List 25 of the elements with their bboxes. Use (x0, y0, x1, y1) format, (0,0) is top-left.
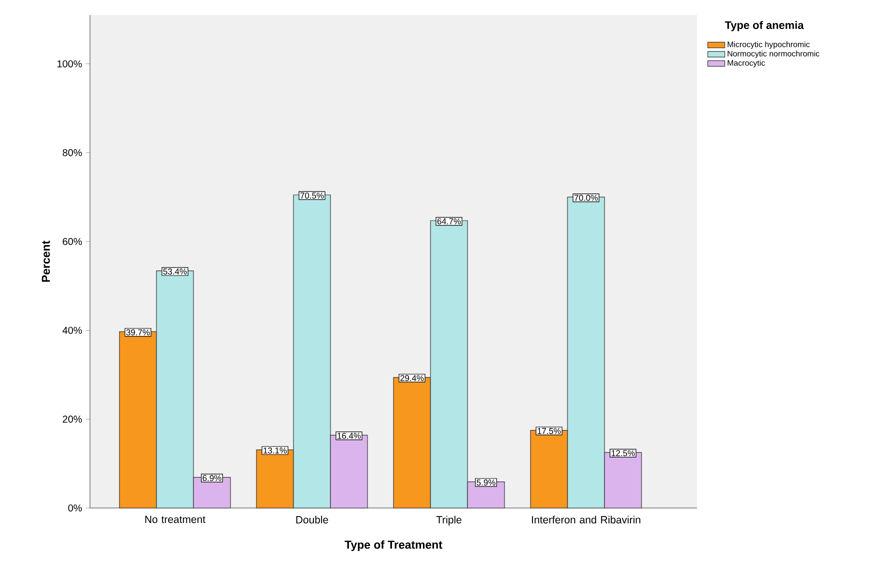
y-tick-label: 80% (62, 149, 82, 156)
data-label: 16.4% (338, 432, 361, 439)
x-tick-label: Triple (436, 516, 462, 526)
data-label: 29.4% (400, 375, 424, 382)
y-tick-label: 40% (62, 326, 82, 334)
y-tick-label: 0% (68, 504, 82, 512)
data-label: 64.7% (437, 218, 461, 224)
data-label: 39.7% (126, 329, 150, 336)
data-label: 70.5% (300, 192, 324, 199)
data-label: 17.5% (538, 428, 561, 434)
y-tick-label: 100% (58, 60, 82, 68)
data-label: 6.9% (202, 475, 222, 482)
data-label: 12.5% (612, 450, 635, 456)
y-tick-label: 20% (62, 416, 82, 423)
x-tick-label: No treatment (145, 516, 206, 524)
y-tick-label: 60% (62, 238, 82, 246)
legend-title: Type of anemia (724, 20, 804, 32)
x-tick-label: Interferon and Ribavirin (532, 516, 640, 524)
data-label: 13.1% (264, 448, 287, 454)
data-label: 70.0% (574, 194, 598, 201)
x-tick-label: Double (296, 516, 328, 524)
data-label: 5.9% (476, 479, 496, 486)
y-axis-title: Percent (42, 240, 50, 282)
data-label: 53.4% (163, 268, 187, 275)
x-axis-title: Type of Treatment (344, 540, 442, 552)
